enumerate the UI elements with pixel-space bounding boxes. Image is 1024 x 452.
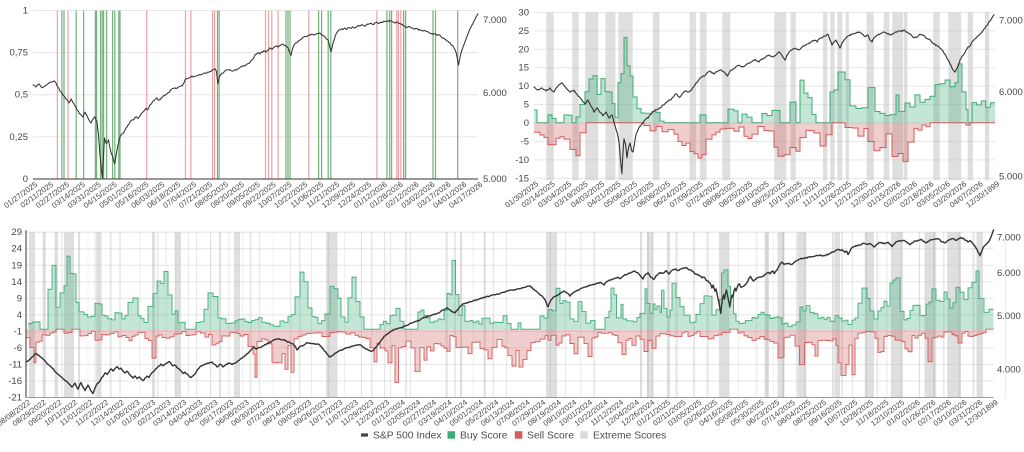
svg-text:20: 20 — [518, 44, 529, 55]
svg-text:6.000: 6.000 — [999, 87, 1023, 98]
svg-text:5.000: 5.000 — [483, 174, 507, 185]
svg-text:S&P 500 Index: S&P 500 Index — [373, 431, 442, 442]
svg-text:0,75: 0,75 — [10, 48, 29, 59]
svg-text:6.000: 6.000 — [997, 268, 1021, 279]
svg-text:7.000: 7.000 — [483, 15, 507, 26]
svg-text:9: 9 — [17, 293, 22, 304]
svg-text:-10: -10 — [515, 155, 529, 166]
svg-text:-21: -21 — [8, 393, 22, 404]
svg-text:-6: -6 — [14, 343, 22, 354]
svg-text:-1: -1 — [14, 326, 22, 337]
svg-text:0,25: 0,25 — [10, 132, 29, 143]
svg-text:10: 10 — [518, 81, 529, 92]
svg-text:6.000: 6.000 — [483, 88, 507, 99]
svg-text:4: 4 — [17, 310, 22, 321]
svg-text:5.000: 5.000 — [997, 311, 1021, 322]
svg-text:5: 5 — [524, 100, 529, 111]
svg-text:30: 30 — [518, 7, 529, 18]
svg-text:-16: -16 — [8, 376, 22, 387]
svg-text:25: 25 — [518, 26, 529, 37]
svg-text:5.000: 5.000 — [999, 171, 1023, 182]
svg-text:24: 24 — [11, 244, 22, 255]
svg-text:Sell Score: Sell Score — [527, 431, 574, 442]
svg-text:-11: -11 — [9, 359, 22, 370]
svg-text:7.000: 7.000 — [997, 232, 1021, 243]
svg-text:-5: -5 — [521, 136, 529, 147]
svg-text:15: 15 — [518, 63, 529, 74]
svg-text:0: 0 — [524, 118, 529, 129]
svg-text:0: 0 — [23, 174, 28, 185]
svg-text:Extreme Scores: Extreme Scores — [593, 431, 666, 442]
svg-text:29: 29 — [11, 227, 22, 238]
svg-text:19: 19 — [11, 260, 22, 271]
svg-text:-15: -15 — [515, 173, 529, 184]
svg-text:4.000: 4.000 — [997, 365, 1021, 376]
svg-text:Buy Score: Buy Score — [460, 431, 508, 442]
svg-text:14: 14 — [11, 277, 22, 288]
svg-text:0,5: 0,5 — [15, 90, 28, 101]
svg-text:7.000: 7.000 — [999, 15, 1023, 26]
svg-text:1: 1 — [23, 6, 28, 17]
